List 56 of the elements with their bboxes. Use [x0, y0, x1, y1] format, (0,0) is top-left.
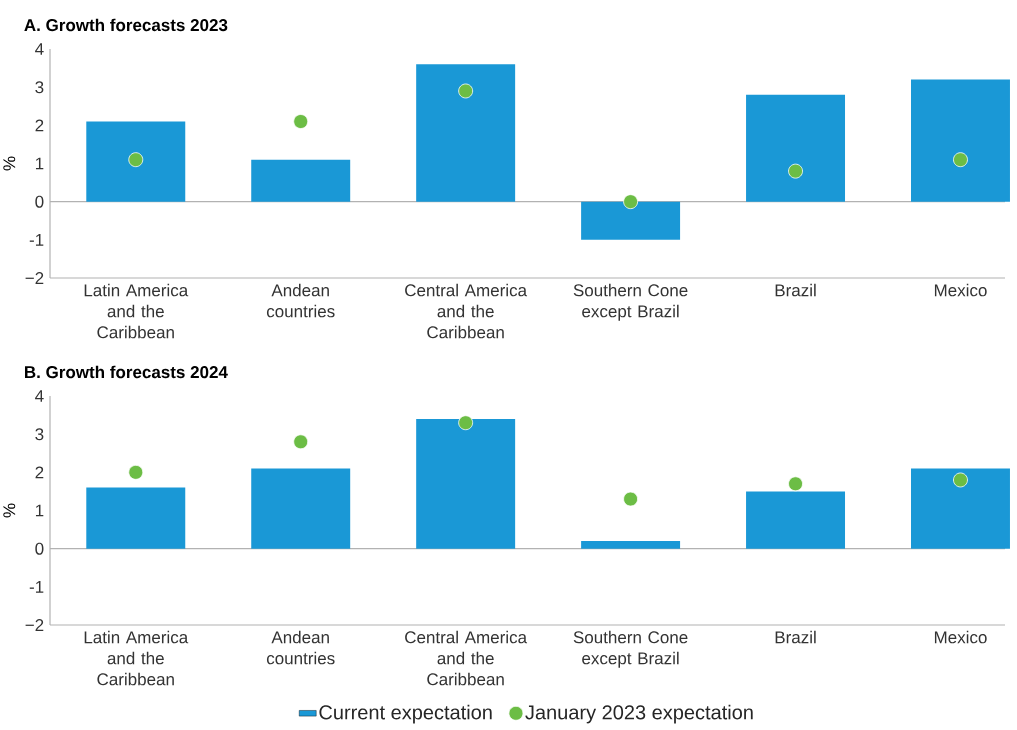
y-tick-label: 3 [35, 428, 44, 441]
bar [911, 79, 1010, 202]
x-tick-label: Central America and the Caribbean [405, 630, 528, 686]
point [293, 434, 309, 450]
point [458, 83, 474, 99]
legend-label: Current expectation [319, 704, 492, 724]
x-tick-label: Andean countries [266, 283, 335, 318]
y-tick-label: -1 [29, 233, 44, 246]
bar [581, 201, 681, 240]
y-tick-label: 2 [35, 119, 44, 132]
chart-title: A. Growth forecasts 2023 [24, 18, 228, 32]
bar [581, 541, 681, 549]
x-tick-label: Latin America and the Caribbean [84, 630, 189, 686]
y-tick-label: -1 [29, 580, 44, 593]
point [623, 491, 638, 507]
x-tick-label: Brazil [775, 283, 816, 297]
point [953, 152, 968, 168]
y-tick-label: 4 [35, 43, 44, 55]
bar [746, 94, 846, 202]
bar [416, 64, 516, 202]
bar [86, 121, 186, 202]
y-tick-label: 0 [35, 195, 44, 208]
y-tick-label: 4 [35, 390, 44, 402]
x-tick-label: Southern Cone except Brazil [573, 283, 688, 321]
y-axis-title: % [3, 503, 16, 518]
point [128, 152, 144, 168]
y-tick-label: 1 [35, 504, 44, 517]
bar [251, 159, 351, 202]
y-tick-label: 2 [35, 466, 44, 479]
bar [86, 487, 186, 549]
point [623, 194, 638, 210]
y-tick-label: 3 [35, 81, 44, 94]
y-tick-label: 0 [35, 542, 44, 555]
x-tick-label: Southern Cone except Brazil [573, 630, 688, 668]
point [128, 464, 144, 480]
x-tick-label: Brazil [775, 630, 816, 644]
point [458, 415, 474, 431]
y-tick-label: −2 [25, 619, 44, 631]
x-tick-label: Central America and the Caribbean [405, 283, 528, 339]
x-tick-label: Latin America and the Caribbean [84, 283, 189, 339]
y-tick-label: −2 [25, 272, 44, 284]
bar [416, 418, 516, 549]
point [293, 114, 309, 129]
x-tick-label: Mexico [934, 283, 987, 297]
bar [746, 491, 846, 549]
point [788, 476, 803, 492]
bar [911, 468, 1010, 549]
chart-title: B. Growth forecasts 2024 [25, 365, 228, 379]
point [953, 472, 968, 488]
legend-label: January 2023 expectation [525, 704, 753, 724]
y-axis-title: % [3, 156, 16, 171]
bar [251, 468, 351, 549]
x-tick-label: Andean countries [266, 630, 335, 665]
point [788, 163, 803, 179]
y-tick-label: 1 [35, 157, 44, 170]
x-tick-label: Mexico [934, 630, 987, 644]
